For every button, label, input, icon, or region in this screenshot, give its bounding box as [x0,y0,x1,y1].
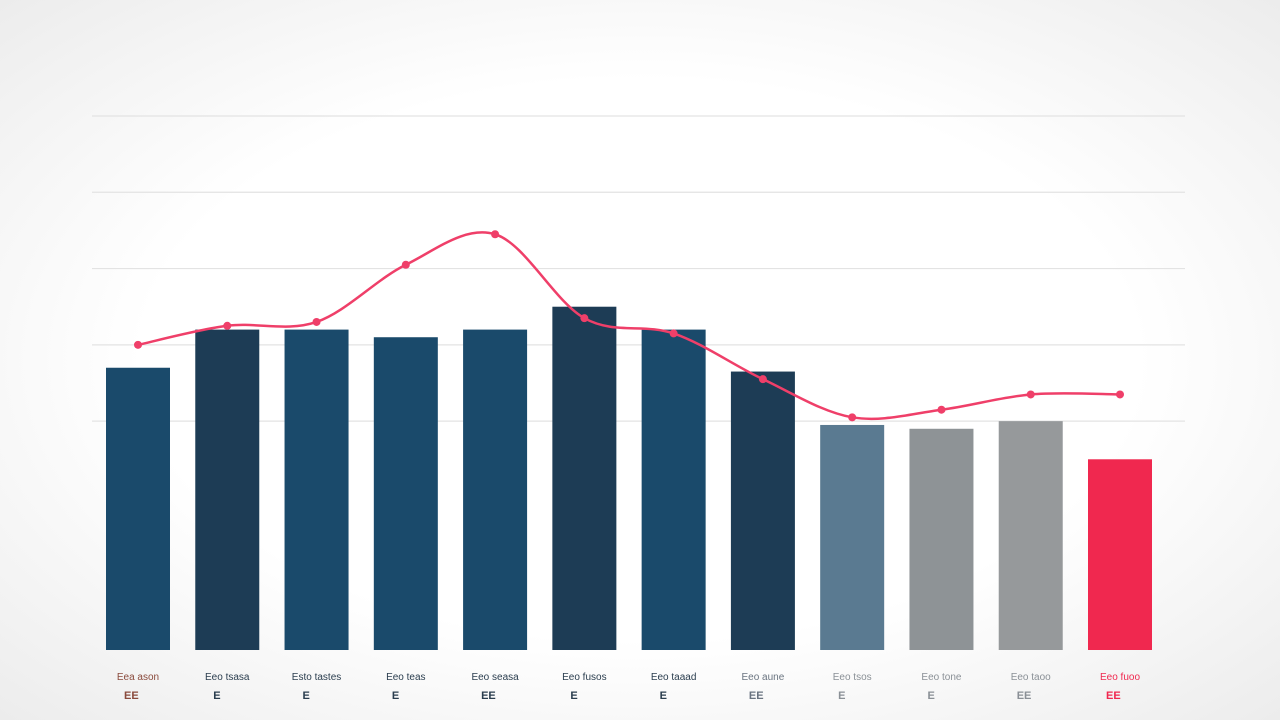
category-label: Eeo seasa [471,672,519,683]
line-point [134,340,142,349]
bar [730,371,795,650]
bar [1088,459,1152,650]
category-label: Eeo taaad [651,672,697,683]
category-label: Eea ason [117,672,159,683]
category-label: Eeo tsos [833,672,872,683]
category-label: Eeo tsasa [205,672,250,683]
value-label: E [570,690,577,702]
bar [641,329,706,650]
category-label: Esto tastes [292,672,341,683]
category-label: Eeo teas [386,672,425,683]
value-label: EE [1106,690,1121,702]
line-series [134,230,1124,422]
bar [998,421,1063,650]
line-point [937,405,946,414]
line-point [580,314,589,323]
category-label: Eeo tone [921,672,961,683]
line-point [401,260,410,269]
value-label: ЕE [481,690,496,702]
value-label: ЕЕ [124,690,139,702]
value-label: EE [749,690,764,702]
value-label: E [660,690,667,702]
bar [195,329,260,650]
line-point [758,375,767,384]
value-label: E [927,690,934,702]
line-point [491,230,500,239]
bar [284,329,349,650]
line-point [1116,390,1124,399]
line-point [312,317,321,326]
category-label: Eeo taoo [1011,672,1051,683]
line-point [669,329,678,338]
line-point [848,413,857,422]
bar-series [106,306,1152,650]
bar [373,337,438,650]
bar [463,329,528,650]
value-label: E [303,690,310,702]
line-point [223,321,232,330]
bar [552,306,617,650]
category-labels: Eea ason ЕЕ Eeo tsasa E Esto tastes E Eeo teas… [117,672,1141,702]
bar [820,424,885,650]
category-label: Eeo fuoo [1100,672,1140,683]
bar [106,367,170,650]
category-label: Eeo aune [741,672,784,683]
value-label: E [838,690,845,702]
value-label: EE [1017,690,1032,702]
line-point [1026,390,1035,399]
bar [909,428,974,650]
category-label: Eeo fusos [562,672,606,683]
value-label: E [213,690,220,702]
value-label: E [392,690,399,702]
